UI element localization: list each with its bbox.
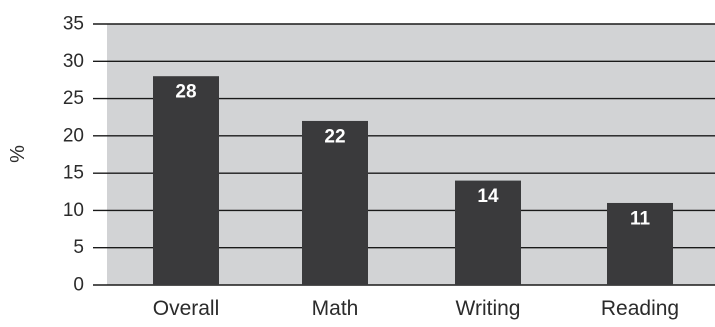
y-tick-label: 5	[73, 237, 84, 258]
y-tick-label: 35	[63, 14, 84, 35]
bar	[607, 202, 673, 285]
y-axis-title: %	[7, 145, 29, 163]
y-tick-label: 20	[63, 125, 84, 146]
bar	[153, 76, 219, 285]
y-tick-label: 0	[73, 275, 84, 296]
bar-data-label: 28	[175, 82, 196, 103]
y-axis-ticks: 0 5 10 15 20 25 30 35	[63, 14, 84, 296]
y-tick-label: 10	[63, 200, 84, 221]
y-tick-label: 15	[63, 163, 84, 184]
x-tick-label: Reading	[601, 297, 679, 320]
bar	[302, 120, 368, 285]
x-tick-label: Writing	[456, 297, 521, 320]
y-tick-label: 25	[63, 88, 84, 109]
bars: 28 22 14 11	[153, 76, 673, 285]
bar-data-label: 11	[630, 208, 651, 229]
bar-data-label: 22	[324, 126, 345, 147]
x-tick-label: Math	[312, 297, 359, 320]
y-tick-label: 30	[63, 51, 84, 72]
bar-data-label: 14	[477, 186, 499, 207]
x-tick-label: Overall	[153, 297, 220, 320]
bar	[455, 180, 521, 285]
x-axis-ticks: Overall Math Writing Reading	[153, 297, 679, 320]
